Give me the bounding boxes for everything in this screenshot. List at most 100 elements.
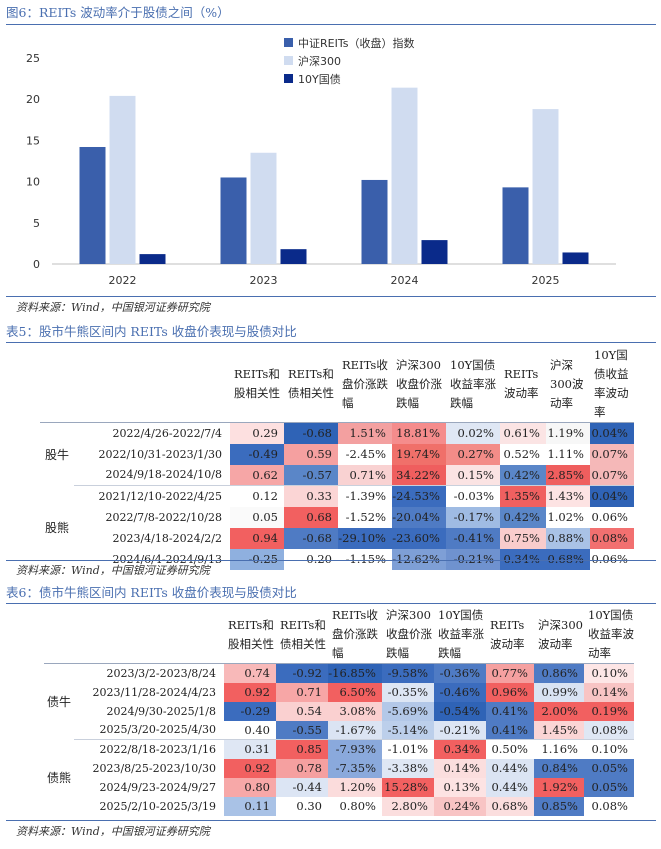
table6-value-cell: -1.01%	[382, 739, 434, 759]
table5-bottom-rule	[6, 560, 656, 561]
table5-value-cell: 0.34%	[500, 548, 546, 570]
table6-value-cell: -3.38%	[382, 758, 434, 778]
table5-value-cell: 0.20	[284, 548, 338, 570]
table5-header-cell: REITs和债相关性	[288, 367, 334, 400]
table6-value-cell: 0.14%	[434, 758, 486, 778]
bar-hs300	[391, 87, 418, 264]
table6-value-cell: 0.85	[276, 739, 328, 759]
table6-header-cell: REITs和债相关性	[280, 617, 326, 651]
table5-value-cell: -1.39%	[338, 485, 392, 507]
table5-value-cell: 0.12	[230, 485, 284, 507]
table5-value-cell: 0.07%	[590, 464, 634, 486]
bar-hs300	[250, 152, 277, 264]
table5-value-cell: 0.02%	[446, 422, 500, 444]
table6-value-cell: -5.69%	[382, 701, 434, 721]
table6-row: 2025/2/10-2025/3/19 0.11 0.30 0.80% 2.80% 0.2…	[44, 796, 634, 816]
legend-label: 中证REITs（收盘）指数	[298, 36, 414, 50]
table5-value-cell: 0.06%	[590, 548, 634, 570]
table5-value-cell: 0.33	[284, 485, 338, 507]
y-tick-label: 15	[26, 134, 40, 147]
table5-value-cell: 1.19%	[546, 422, 590, 444]
table5-value-cell: -0.57	[284, 464, 338, 486]
table6-value-cell: 0.24%	[434, 796, 486, 816]
table6-value-cell: 0.92	[224, 758, 276, 778]
table5-period-cell: 2022/4/26-2022/7/4	[112, 426, 222, 440]
figure-title: 图6：REITs 波动率介于股债之间（%）	[6, 5, 230, 20]
table6-value-cell: 0.80%	[328, 796, 382, 816]
table6-value-cell: 0.19%	[584, 701, 634, 721]
table5-period-cell: 2022/7/8-2022/10/28	[105, 510, 222, 524]
table5-group-label: 股熊	[44, 521, 69, 535]
table6-value-cell: 2.00%	[534, 701, 584, 721]
table6-value-cell: 0.13%	[434, 777, 486, 797]
table5-value-cell: 0.05	[230, 506, 284, 528]
figure-title-rule	[6, 24, 656, 25]
table5-row: 2022/7/8-2022/10/28 0.05 0.68 -1.52% -20.04%…	[40, 506, 634, 528]
table6-value-cell: -9.58%	[382, 663, 434, 683]
bar-bond10y	[280, 249, 307, 264]
table6-value-cell: 0.05%	[584, 777, 634, 797]
table5: REITs和股相关性 REITs和债相关性 REITs收盘价涨跌幅 沪深300收盘价涨…	[40, 346, 634, 570]
table6-period-cell: 2024/9/23-2024/9/27	[99, 780, 216, 794]
table6-value-cell: 0.74	[224, 663, 276, 683]
table6-value-cell: -0.54%	[434, 701, 486, 721]
table5-value-cell: 0.42%	[500, 464, 546, 486]
table5-period-cell: 2023/4/18-2024/2/2	[112, 531, 222, 545]
table5-value-cell: 0.62	[230, 464, 284, 486]
table5-value-cell: 0.06%	[590, 506, 634, 528]
table5-value-cell: 0.07%	[590, 443, 634, 465]
table5-header-cell: REITs和股相关性	[234, 367, 280, 400]
table5-value-cell: 34.22%	[392, 464, 446, 486]
table6-value-cell: 0.68%	[486, 796, 534, 816]
table6-value-cell: -0.46%	[434, 682, 486, 702]
table6-value-cell: 0.50%	[486, 739, 534, 759]
table6-value-cell: 0.44%	[486, 777, 534, 797]
table5-header-cell: 沪深300收盘价涨跌幅	[396, 357, 442, 410]
table6-period-cell: 2023/8/25-2023/10/30	[92, 761, 216, 775]
table5-value-cell: 0.04%	[590, 485, 634, 507]
table5-value-cell: 0.68%	[546, 548, 590, 570]
table5-row: 2024/9/18-2024/10/8 0.62 -0.57 0.71% 34.22% 0…	[40, 464, 634, 486]
x-tick-label: 2025	[532, 274, 560, 287]
table5-period-cell: 2024/9/18-2024/10/8	[105, 468, 222, 482]
table5-value-cell: 19.74%	[392, 443, 446, 465]
table5-value-cell: 0.08%	[590, 527, 634, 549]
bar-hs300	[109, 95, 136, 265]
table5-value-cell: 0.71%	[338, 464, 392, 486]
table6-value-cell: 0.08%	[584, 720, 634, 740]
legend-label: 10Y国债	[298, 72, 341, 86]
table5-row: 2023/4/18-2024/2/2 0.94 -0.68 -29.10% -23.60…	[40, 527, 634, 549]
table6-value-cell: 0.14%	[584, 682, 634, 702]
x-tick-label: 2024	[391, 274, 419, 287]
table5-value-cell: -0.41%	[446, 527, 500, 549]
table5-value-cell: -23.60%	[392, 527, 446, 549]
table6-value-cell: -0.55	[276, 720, 328, 740]
table6-value-cell: 0.31	[224, 739, 276, 759]
table5-value-cell: 2.85%	[546, 464, 590, 486]
table6-value-cell: -7.93%	[328, 739, 382, 759]
table6-value-cell: -5.14%	[382, 720, 434, 740]
table6-bottom-rule	[6, 820, 656, 821]
table5-value-cell: -0.21%	[446, 548, 500, 570]
table6-row: 2025/3/20-2025/4/30 0.40 -0.55 -1.67% -5.14%…	[44, 720, 634, 740]
table5-value-cell: 1.02%	[546, 506, 590, 528]
table5-row: 2022/10/31-2023/1/30 -0.49 0.59 -2.45% 19.74…	[40, 443, 634, 465]
table6-header-cell: REITs收盘价涨跌幅	[332, 608, 378, 660]
table6-value-cell: 0.92	[224, 682, 276, 702]
table6-period-cell: 2025/2/10-2025/3/19	[99, 799, 216, 813]
table6-value-cell: -0.92	[276, 663, 328, 683]
table5-header-cell: REITs波动率	[504, 367, 539, 400]
table6-value-cell: 1.16%	[534, 739, 584, 759]
table5-group-label: 股牛	[44, 447, 69, 462]
table6-period-cell: 2022/8/18-2023/1/16	[74, 739, 224, 759]
table6-group-label: 债牛	[46, 695, 71, 710]
table6-value-cell: 3.08%	[328, 701, 382, 721]
y-tick-label: 5	[33, 217, 40, 230]
table5-period-cell: 2021/12/10-2022/4/25	[74, 485, 230, 507]
figure-source: 资料来源：Wind，中国银河证券研究院	[16, 301, 210, 314]
table6-value-cell: 1.45%	[534, 720, 584, 740]
bar-hs300	[532, 109, 559, 264]
table6-period-cell: 2023/11/28-2024/4/23	[92, 685, 216, 699]
table5-value-cell: 1.35%	[500, 485, 546, 507]
